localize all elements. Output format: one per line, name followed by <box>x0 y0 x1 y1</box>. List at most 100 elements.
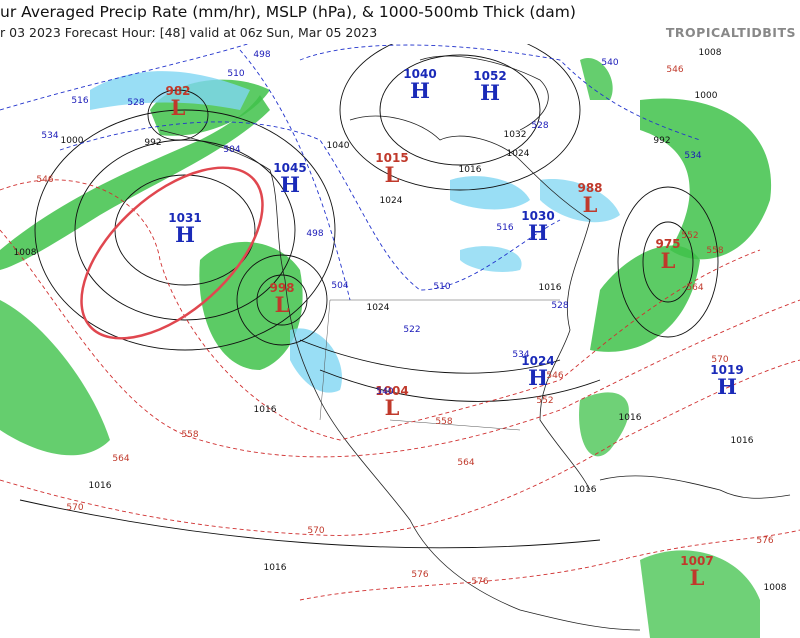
thickness-label: 558 <box>706 246 723 256</box>
thickness-label: 558 <box>181 430 198 440</box>
warm-thickness-line <box>0 359 800 536</box>
isobar <box>236 254 328 346</box>
snow-area <box>460 246 522 272</box>
isobar-label: 1016 <box>459 165 482 175</box>
center-letter: H <box>410 78 430 103</box>
isobar-label: 1016 <box>254 405 277 415</box>
precip-area <box>590 245 700 352</box>
isobar <box>19 339 601 549</box>
warm-thickness-line <box>0 229 800 458</box>
map-title: ur Averaged Precip Rate (mm/hr), MSLP (h… <box>0 3 576 21</box>
isobar <box>74 139 296 321</box>
center-pressure: 1040 <box>403 67 436 81</box>
isobar-label: 1024 <box>380 196 403 206</box>
thickness-label: 564 <box>112 454 129 464</box>
cold-thickness-line <box>0 39 561 301</box>
center-letter: L <box>171 95 186 120</box>
center-letter: L <box>661 248 676 273</box>
annotation-circle <box>80 166 264 340</box>
thickness-label: 564 <box>686 283 703 293</box>
center-pressure: 982 <box>165 84 190 98</box>
isobar <box>379 54 541 166</box>
coastline <box>159 129 641 631</box>
isobar-label: 1008 <box>14 248 37 258</box>
precip-area <box>0 300 110 456</box>
center-pressure: 1024 <box>521 354 554 368</box>
thickness-label: 504 <box>223 145 240 155</box>
center-letter: L <box>690 565 705 590</box>
center-letter: L <box>385 395 400 420</box>
center-letter: L <box>275 292 290 317</box>
isobar-label: 1016 <box>574 485 597 495</box>
isobar-label: 1032 <box>504 130 527 140</box>
center-letter: H <box>175 222 195 247</box>
isobar-label: 992 <box>653 136 670 146</box>
precip-area <box>579 392 629 457</box>
thickness-label: 534 <box>41 131 58 141</box>
coastline <box>349 115 591 491</box>
precip-area <box>580 58 613 100</box>
precip-area <box>640 98 772 260</box>
center-pressure: 988 <box>577 181 602 195</box>
center-pressure: 1052 <box>473 69 506 83</box>
precip-band <box>0 95 270 270</box>
thickness-label: 546 <box>546 371 563 381</box>
thickness-label: 540 <box>376 387 393 397</box>
thickness-label: 504 <box>331 281 348 291</box>
thickness-label: 522 <box>403 325 420 335</box>
thickness-label: 576 <box>471 577 488 587</box>
map-subtitle: r 03 2023 Forecast Hour: [48] valid at 0… <box>0 25 377 40</box>
thickness-label: 570 <box>307 526 324 536</box>
center-letter: H <box>717 374 737 399</box>
isobar-label: 1008 <box>764 583 787 593</box>
thickness-label: 552 <box>536 396 553 406</box>
snow-area <box>540 179 620 223</box>
isobar-label: 1016 <box>731 436 754 446</box>
thickness-label: 498 <box>253 50 270 60</box>
isobar-label: 1024 <box>507 149 530 159</box>
isobar-label: 1000 <box>61 136 84 146</box>
center-pressure: 975 <box>655 237 680 251</box>
thickness-label: 564 <box>457 458 474 468</box>
isobars <box>19 29 719 549</box>
thickness-label: 528 <box>531 121 548 131</box>
center-pressure: 998 <box>269 281 294 295</box>
thickness-label: 528 <box>127 98 144 108</box>
center-pressure: 1004 <box>375 384 408 398</box>
center-letter: H <box>480 80 500 105</box>
center-pressure: 1045 <box>273 161 306 175</box>
center-pressure: 1031 <box>168 211 201 225</box>
center-pressure: 1030 <box>521 209 554 223</box>
isobar <box>34 109 336 351</box>
isobar-label: 992 <box>144 138 161 148</box>
thickness-lines <box>0 39 800 601</box>
thickness-label: 498 <box>306 229 323 239</box>
isobar <box>256 274 308 326</box>
isobar-label: 1000 <box>695 91 718 101</box>
thickness-label: 576 <box>411 570 428 580</box>
thickness-label: 510 <box>227 69 244 79</box>
isobar-label: 1016 <box>264 563 287 573</box>
thickness-label: 570 <box>711 355 728 365</box>
center-letter: L <box>583 192 598 217</box>
isobar-label: 1008 <box>699 48 722 58</box>
brand: TROPICALTIDBITS <box>666 25 796 40</box>
thickness-label: 546 <box>36 175 53 185</box>
center-pressure: 1007 <box>680 554 713 568</box>
thickness-label: 576 <box>756 536 773 546</box>
isobar-label: 1016 <box>89 481 112 491</box>
thickness-label: 516 <box>71 96 88 106</box>
snow-area <box>450 176 530 210</box>
coastline <box>599 475 791 499</box>
snow-area <box>290 328 342 393</box>
warm-thickness-line <box>0 179 761 441</box>
thickness-label: 516 <box>496 223 513 233</box>
warm-thickness-line <box>299 529 800 601</box>
thickness-label: 534 <box>684 151 701 161</box>
precip-area <box>199 241 303 370</box>
isobar-label: 1016 <box>619 413 642 423</box>
isobar-label: 1024 <box>367 303 390 313</box>
isobar-label: 1040 <box>327 141 350 151</box>
